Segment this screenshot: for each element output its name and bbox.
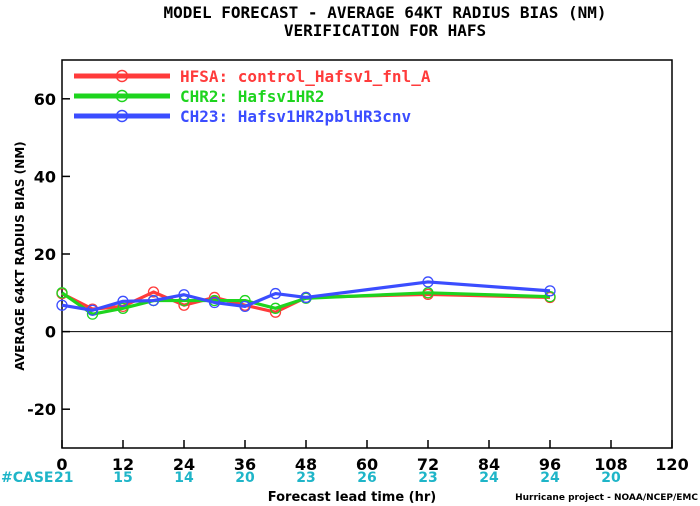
data-point — [208, 296, 221, 309]
y-axis-ticks: -20 0 20 40 60 — [27, 90, 70, 419]
series-line — [61, 280, 551, 312]
series-layer — [56, 276, 556, 320]
case-count: 14 — [174, 470, 194, 486]
data-point — [86, 304, 99, 316]
legend-item: CHR2: Hafsv1HR2 — [74, 87, 325, 106]
case-count-row: #CASE 21 15 14 20 23 26 23 24 24 20 — [1, 470, 621, 486]
credit-text: Hurricane project - NOAA/NCEP/EMC — [515, 493, 698, 503]
data-point — [56, 287, 68, 299]
case-count: 23 — [418, 470, 437, 486]
case-count: 24 — [479, 470, 499, 486]
case-count: 23 — [296, 470, 315, 486]
x-tick-label: 0 — [56, 455, 67, 474]
data-point — [147, 286, 160, 298]
legend-label: CH23: Hafsv1HR2pblHR3cnv — [180, 107, 412, 126]
data-point — [544, 291, 556, 303]
data-point — [300, 291, 312, 304]
data-point — [56, 299, 68, 311]
x-tick-label: 60 — [356, 455, 378, 474]
x-axis-ticks: 0 12 24 36 48 60 72 84 96 108 120 — [56, 440, 689, 474]
x-tick-label: 48 — [295, 455, 317, 474]
data-point — [269, 302, 282, 314]
data-point — [239, 300, 251, 313]
case-count: 21 — [54, 470, 73, 486]
x-tick-label: 72 — [417, 455, 439, 474]
case-count: 20 — [601, 470, 621, 486]
data-point — [178, 289, 190, 301]
case-count: 15 — [113, 470, 132, 486]
legend-swatch-marker — [115, 69, 129, 83]
x-tick-label: 36 — [234, 455, 256, 474]
legend-label: CHR2: Hafsv1HR2 — [180, 87, 325, 106]
x-tick-label: 108 — [594, 455, 627, 474]
legend-label: HFSA: control_Hafsv1_fnl_A — [180, 67, 431, 86]
x-tick-label: 24 — [173, 455, 195, 474]
y-axis-label: AVERAGE 64KT RADIUS BIAS (NM) — [13, 141, 27, 370]
legend-item: HFSA: control_Hafsv1_fnl_A — [74, 67, 431, 86]
x-tick-label: 96 — [539, 455, 561, 474]
x-tick-label: 120 — [655, 455, 688, 474]
legend-swatch-marker — [115, 109, 129, 123]
y-tick-label: 0 — [45, 323, 56, 342]
data-point — [117, 302, 129, 314]
data-point — [117, 295, 129, 307]
y-tick-label: -20 — [27, 400, 56, 419]
data-point — [544, 285, 556, 297]
y-tick-label: 60 — [34, 90, 56, 109]
data-point — [422, 287, 434, 299]
x-tick-label: 12 — [112, 455, 134, 474]
x-tick-label: 84 — [478, 455, 500, 474]
case-label: #CASE — [1, 470, 54, 486]
y-tick-label: 20 — [34, 245, 56, 264]
data-point — [422, 276, 434, 288]
chart-subtitle: VERIFICATION FOR HAFS — [284, 21, 486, 40]
x-axis-label: Forecast lead time (hr) — [268, 490, 436, 505]
case-count: 24 — [540, 470, 560, 486]
data-point — [269, 287, 282, 300]
series-line — [61, 291, 551, 316]
legend-item: CH23: Hafsv1HR2pblHR3cnv — [74, 107, 412, 126]
case-count: 26 — [357, 470, 376, 486]
legend-swatch-marker — [115, 89, 129, 103]
chart-title: MODEL FORECAST - AVERAGE 64KT RADIUS BIA… — [163, 3, 606, 22]
series-2 — [56, 276, 556, 316]
data-point — [147, 294, 160, 307]
y-tick-label: 40 — [34, 167, 56, 186]
case-count: 20 — [235, 470, 255, 486]
